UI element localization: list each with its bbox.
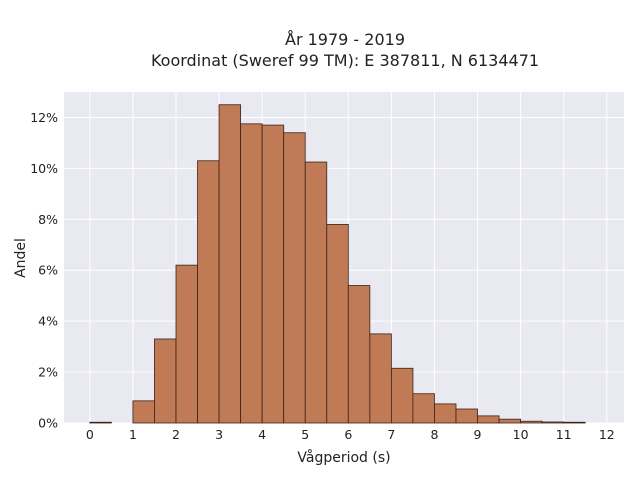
histogram-bar [347,285,371,424]
histogram-bar [240,123,263,424]
x-axis-label: Vågperiod (s) [297,449,390,466]
y-tick-label: 10% [30,161,58,176]
histogram-bar [455,408,478,424]
x-tick-label: 11 [556,427,572,442]
x-tick-label: 10 [513,427,529,442]
histogram-bar [390,367,414,424]
histogram-bar [283,132,306,424]
histogram-bar [154,338,177,424]
histogram-bar [434,403,457,424]
x-tick-label: 3 [215,427,223,442]
histogram-bar [132,400,155,424]
x-tick-label: 1 [129,427,137,442]
histogram-bar [412,393,435,424]
histogram-bar [218,104,242,424]
y-tick-label: 0% [38,416,58,431]
x-tick-label: 0 [86,427,94,442]
x-tick-label: 6 [344,427,352,442]
histogram-bar [175,264,198,424]
histogram-bar [326,223,349,424]
chart-title-line1: År 1979 - 2019 [285,30,405,49]
histogram-bars [89,104,586,424]
y-tick-label: 6% [38,263,58,278]
y-tick-label: 8% [38,212,58,227]
x-tick-label: 9 [474,427,482,442]
histogram-bar [563,421,586,424]
histogram-bar [498,418,522,424]
chart-title-line2: Koordinat (Sweref 99 TM): E 387811, N 61… [151,51,539,70]
x-tick-label: 2 [172,427,180,442]
x-tick-label: 8 [430,427,438,442]
histogram-bar [89,421,112,424]
x-axis-ticks: 0 1 2 3 4 5 6 7 8 9 10 11 12 [86,427,615,442]
histogram-bar [520,420,543,424]
histogram-bar [541,421,565,424]
y-tick-label: 4% [38,314,58,329]
x-tick-label: 12 [599,427,615,442]
x-tick-label: 5 [301,427,309,442]
histogram-bar [304,161,328,424]
x-tick-label: 4 [258,427,266,442]
y-tick-label: 12% [30,110,58,125]
y-tick-label: 2% [38,365,58,380]
histogram-bar [369,333,392,424]
histogram-bar [261,124,285,424]
x-tick-label: 7 [387,427,395,442]
y-axis-label: Andel [13,238,29,278]
histogram-bar [197,160,220,424]
y-axis-ticks: 0% 2% 4% 6% 8% 10% 12% [30,110,58,431]
histogram-bar [477,415,500,424]
